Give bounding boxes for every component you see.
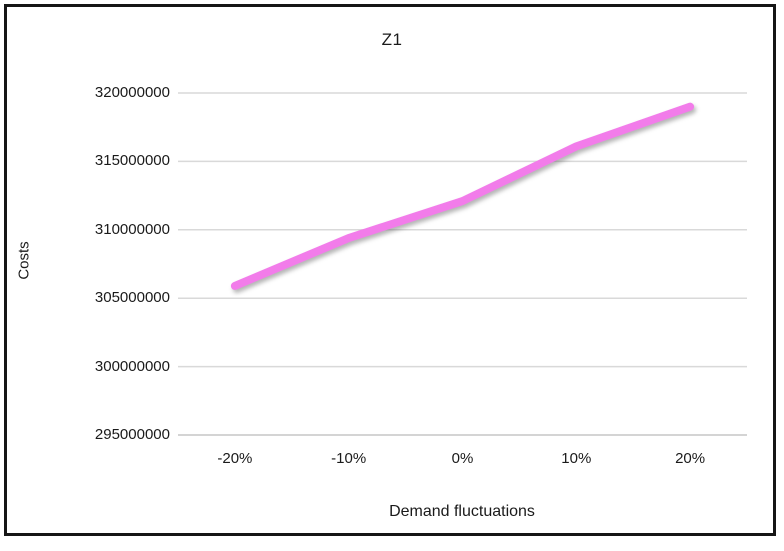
y-tick-label: 295000000 xyxy=(94,426,170,443)
y-tick-label: 310000000 xyxy=(94,220,170,238)
x-tick-label: -20% xyxy=(217,450,253,467)
x-tick-label: 20% xyxy=(675,450,706,467)
y-tick-label: 320000000 xyxy=(94,84,170,101)
x-axis-title: Demand fluctuations xyxy=(389,503,535,520)
chart-title: Z1 xyxy=(381,30,403,49)
x-tick-label: 10% xyxy=(561,450,592,467)
y-axis-title: Costs xyxy=(15,241,33,280)
y-tick-label: 305000000 xyxy=(94,289,170,307)
series-line-Z1 xyxy=(230,102,695,290)
x-tick-label: 0% xyxy=(451,450,474,467)
y-tick-label: 315000000 xyxy=(94,152,170,170)
x-tick-label: -10% xyxy=(331,450,367,467)
y-tick-label: 300000000 xyxy=(94,357,170,375)
